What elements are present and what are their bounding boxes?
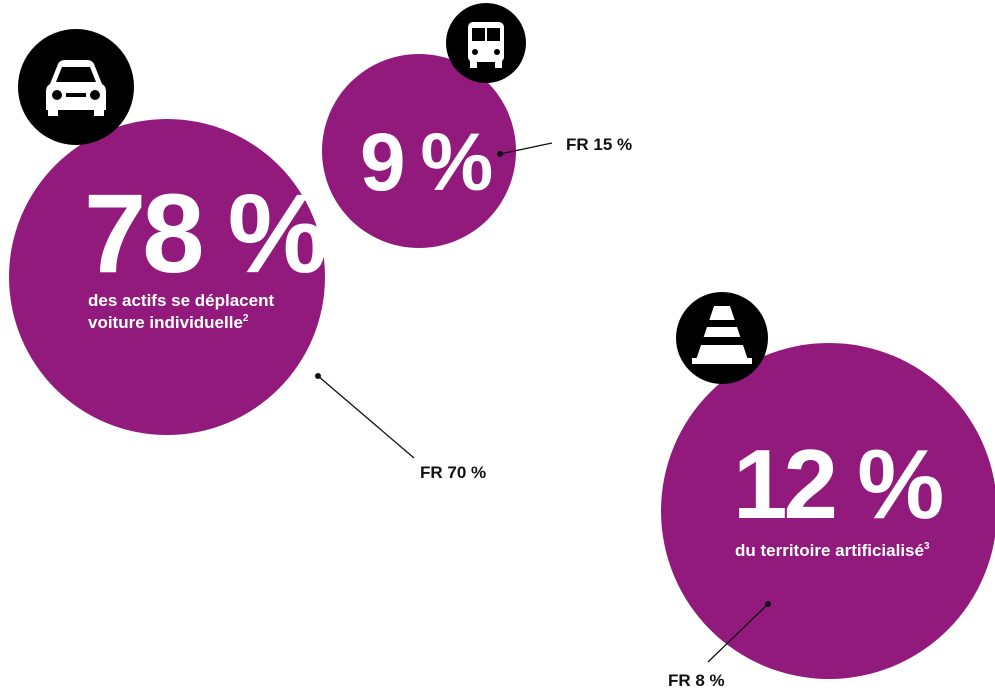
footnote: 3 xyxy=(924,541,930,552)
description: du territoire artificialisé xyxy=(735,541,924,560)
cone-icon xyxy=(676,292,768,384)
comparison: FR 70 % xyxy=(420,463,486,482)
description: voiture individuelle xyxy=(88,313,243,332)
value: 78 % xyxy=(84,171,325,296)
description: voiture individuelle2 xyxy=(88,313,249,332)
bubble xyxy=(661,343,995,679)
description: du territoire artificialisé3 xyxy=(735,541,930,560)
value: 9 % xyxy=(360,117,491,208)
description: des actifs se déplacent xyxy=(88,291,274,310)
comparison: FR 8 % xyxy=(668,671,725,690)
leader-line xyxy=(499,142,553,155)
value: 12 % xyxy=(733,429,942,539)
leader-line xyxy=(317,375,415,459)
bubble xyxy=(9,119,325,435)
bus-icon xyxy=(446,3,526,83)
footnote: 2 xyxy=(243,313,249,324)
car-icon xyxy=(18,29,134,145)
leader-line xyxy=(707,603,769,663)
bubble xyxy=(322,54,516,248)
comparison: FR 15 % xyxy=(566,135,632,154)
